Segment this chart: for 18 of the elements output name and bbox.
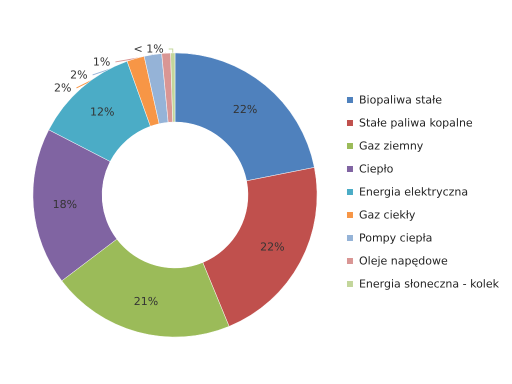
data-label: 2% bbox=[54, 81, 72, 94]
data-label: 21% bbox=[134, 295, 158, 308]
data-label: 1% bbox=[92, 55, 110, 68]
data-label: 22% bbox=[232, 103, 258, 116]
data-label: 2% bbox=[70, 68, 88, 82]
data-label: 12% bbox=[90, 105, 114, 118]
data-label: < 1% bbox=[134, 42, 164, 56]
legend-label: Oleje napędowe bbox=[358, 254, 448, 268]
data-label: 22% bbox=[260, 240, 285, 254]
legend-label: Ciepło bbox=[358, 162, 394, 176]
legend-label: Gaz ciekły bbox=[358, 208, 416, 222]
legend-label: Gaz ziemny bbox=[358, 140, 424, 152]
data-label: 18% bbox=[52, 198, 78, 211]
legend-label: Biopaliwa stałe bbox=[358, 94, 442, 106]
legend-label: Energia słoneczna - kolek bbox=[358, 278, 500, 290]
legend-label: Pompy ciepła bbox=[358, 232, 432, 244]
legend-label: Stałe paliwa kopalne bbox=[358, 116, 473, 130]
legend-label: Energia elektryczna bbox=[358, 186, 468, 198]
